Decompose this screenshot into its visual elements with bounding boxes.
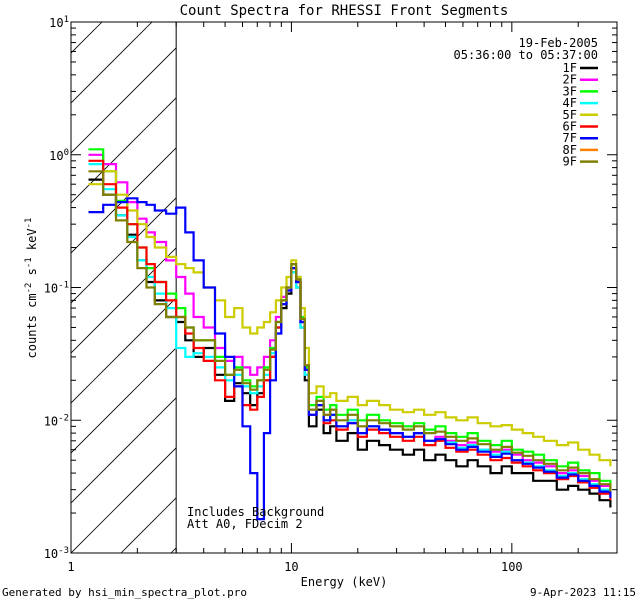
hatch-line (71, 47, 177, 154)
legend-label: 5F (563, 108, 577, 122)
x-axis-label: Energy (keV) (301, 575, 388, 589)
y-tick-label: 101 (49, 15, 69, 30)
legend-label: 2F (563, 73, 577, 87)
annotation-background: Includes Background (187, 505, 324, 519)
x-tick-label: 100 (501, 560, 523, 574)
hatch-line (71, 297, 177, 404)
hatch-line (71, 397, 177, 504)
y-tick-label: 10-2 (44, 413, 69, 428)
series-line-1F (88, 178, 612, 508)
y-axis-label-part: counts cm (25, 293, 39, 358)
hatched-region (0, 0, 177, 553)
hatch-line (71, 22, 153, 104)
annotation-attenuator: Att A0, FDecim 2 (187, 517, 303, 531)
hatch-line (0, 0, 121, 553)
hatch-line (71, 97, 177, 204)
y-axis-label-part: -2 (24, 283, 34, 294)
legend-label: 4F (563, 96, 577, 110)
y-axis-label: counts cm-2 s-1 keV-1 (24, 218, 39, 359)
series-layer (88, 148, 612, 521)
series-line-5F (88, 170, 612, 467)
date-label: 19-Feb-2005 (519, 36, 598, 50)
footer-date: 9-Apr-2023 11:15 (530, 586, 636, 599)
y-tick-label: 100 (49, 148, 69, 163)
series-line-3F (88, 148, 612, 490)
legend-label: 3F (563, 84, 577, 98)
y-tick-label: 10-1 (44, 281, 69, 296)
legend-label: 9F (563, 155, 577, 169)
y-axis-label-part: -1 (24, 257, 34, 268)
legend-label: 8F (563, 143, 577, 157)
y-tick-label: 10-3 (44, 546, 69, 561)
series-line-9F (88, 170, 612, 492)
y-tick-labels: 10-3 10-2 10-1 100 101 (44, 15, 69, 561)
chart-title: Count Spectra for RHESSI Front Segments (180, 3, 509, 19)
time-range-label: 05:36:00 to 05:37:00 (454, 48, 599, 62)
series-line-2F (88, 153, 612, 494)
y-axis-label-part: keV (25, 228, 39, 257)
y-axis-label-part: s (25, 268, 39, 282)
y-axis-label-part: -1 (24, 218, 34, 229)
x-tick-label: 1 (67, 560, 74, 574)
legend-label: 7F (563, 131, 577, 145)
axis-ticks (70, 21, 618, 554)
hatch-line (71, 247, 177, 354)
legend-label: 6F (563, 120, 577, 134)
hatch-line (71, 447, 177, 553)
hatch-line (71, 197, 177, 304)
legend-label: 1F (563, 61, 577, 75)
footer-generated-by: Generated by hsi_min_spectra_plot.pro (2, 586, 247, 599)
x-tick-labels: 1 10 100 (67, 560, 522, 574)
x-tick-label: 10 (284, 560, 298, 574)
